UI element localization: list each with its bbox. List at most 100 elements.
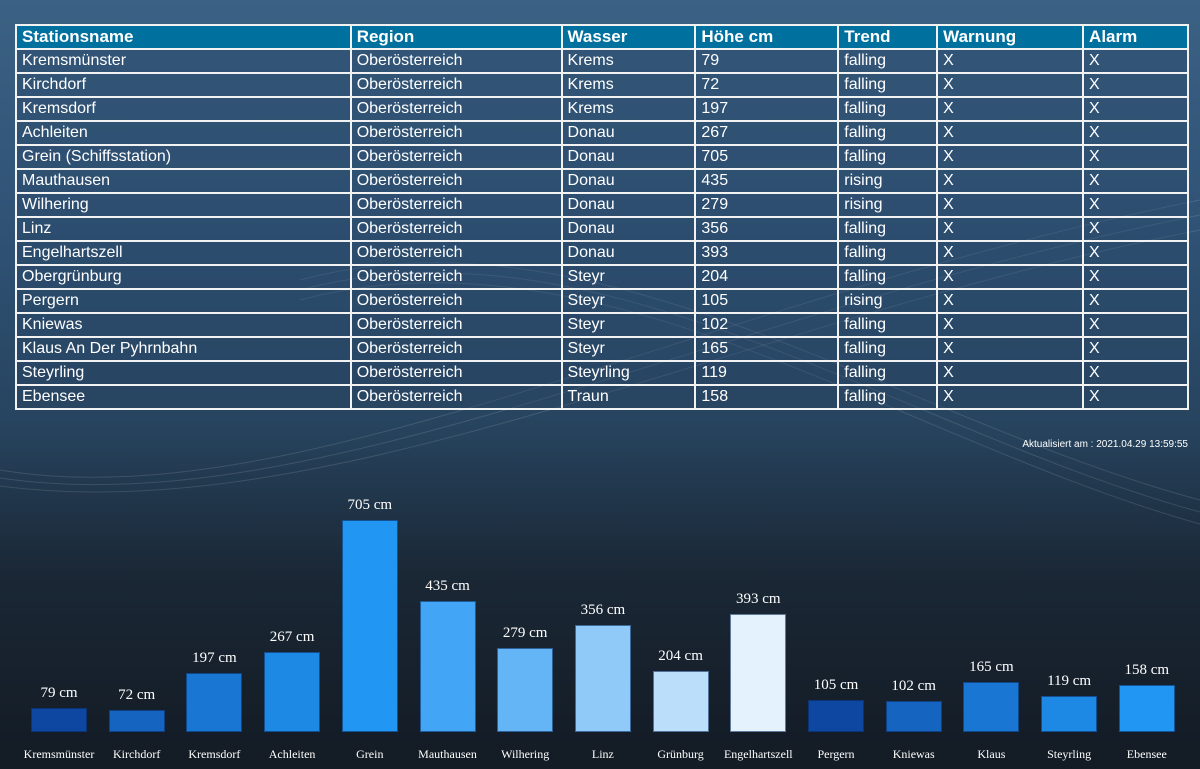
x-tick-label: Wilhering	[501, 747, 550, 761]
table-cell: rising	[837, 192, 939, 218]
table-cell: Pergern	[15, 288, 352, 314]
column-header: Trend	[837, 24, 939, 50]
table-cell: X	[936, 312, 1085, 338]
column-header: Wasser	[560, 24, 697, 50]
table-cell: Krems	[560, 72, 697, 98]
table-cell: X	[1082, 336, 1189, 362]
data-label: 158 cm	[1124, 661, 1170, 678]
table-cell: Kirchdorf	[15, 72, 352, 98]
table-cell: Achleiten	[15, 120, 352, 146]
table-cell: Oberösterreich	[349, 96, 563, 122]
data-label: 204 cm	[658, 647, 703, 664]
data-label: 105 cm	[813, 677, 859, 694]
data-label: 393 cm	[736, 590, 781, 607]
table-cell: Donau	[560, 144, 697, 170]
table-row: Kniewas Oberösterreich Steyr 102 falling X X	[15, 312, 1189, 338]
table-cell: Traun	[560, 384, 697, 410]
table-cell: X	[936, 120, 1085, 146]
table-cell: Oberösterreich	[349, 264, 563, 290]
table-cell: Steyr	[560, 336, 697, 362]
table-cell: falling	[837, 360, 939, 386]
table-cell: rising	[837, 288, 939, 314]
data-label: 705 cm	[347, 497, 393, 513]
table-cell: X	[936, 48, 1085, 74]
data-label: 119 cm	[1047, 673, 1092, 690]
table-cell: Steyrling	[560, 360, 697, 386]
table-cell: Oberösterreich	[349, 360, 563, 386]
table-row: Achleiten Oberösterreich Donau 267 falling X X	[15, 120, 1189, 146]
table-cell: Oberösterreich	[349, 168, 563, 194]
x-tick-label: Kremsdorf	[188, 747, 241, 761]
table-row: Engelhartszell Oberösterreich Donau 393 fall…	[15, 240, 1189, 266]
table-cell: 393	[694, 240, 840, 266]
table-cell: 102	[694, 312, 840, 338]
bar-5	[419, 601, 476, 732]
table-cell: X	[1082, 312, 1189, 338]
table-cell: X	[1082, 192, 1189, 218]
table-cell: X	[1082, 264, 1189, 290]
table-cell: X	[936, 168, 1085, 194]
table-row: Steyrling Oberösterreich Steyrling 119 falli…	[15, 360, 1189, 386]
table-row: Kremsmünster Oberösterreich Krems 79 falling…	[15, 48, 1189, 74]
table-cell: X	[1082, 168, 1189, 194]
water-level-chart: 79 cm Kremsmünster 72 cm Kirchdorf 197 cm Kre…	[0, 480, 1200, 769]
table-cell: Oberösterreich	[349, 120, 563, 146]
table-cell: 267	[694, 120, 840, 146]
table-cell: 197	[694, 96, 840, 122]
table-cell: 705	[694, 144, 840, 170]
table-cell: X	[1082, 96, 1189, 122]
table-cell: X	[936, 192, 1085, 218]
table-cell: 204	[694, 264, 840, 290]
table-row: Wilhering Oberösterreich Donau 279 rising X X	[15, 192, 1189, 218]
table-cell: Oberösterreich	[349, 312, 563, 338]
table-cell: X	[1082, 288, 1189, 314]
column-header: Region	[349, 24, 563, 50]
table-cell: falling	[837, 48, 939, 74]
bar-7	[574, 624, 631, 732]
table-row: Klaus An Der Pyhrnbahn Oberösterreich Stey…	[15, 336, 1189, 362]
table-cell: Oberösterreich	[349, 192, 563, 218]
x-tick-label: Kirchdorf	[113, 747, 161, 761]
table-cell: X	[936, 144, 1085, 170]
table-cell: Obergrünburg	[15, 264, 352, 290]
table-cell: X	[936, 264, 1085, 290]
column-header: Höhe cm	[694, 24, 840, 50]
table-cell: falling	[837, 312, 939, 338]
table-cell: X	[1082, 48, 1189, 74]
table-cell: X	[1082, 240, 1189, 266]
table-cell: falling	[837, 336, 939, 362]
table-cell: 356	[694, 216, 840, 242]
table-cell: Oberösterreich	[349, 240, 563, 266]
table-cell: falling	[837, 216, 939, 242]
table-cell: X	[1082, 72, 1189, 98]
data-label: 102 cm	[891, 678, 936, 695]
table-row: Pergern Oberösterreich Steyr 105 rising X X	[15, 288, 1189, 314]
bar-0	[31, 708, 87, 732]
table-cell: Donau	[560, 216, 697, 242]
table-cell: Oberösterreich	[349, 72, 563, 98]
table-row: Obergrünburg Oberösterreich Steyr 204 fallin…	[15, 264, 1189, 290]
x-tick-label: Grein	[356, 747, 384, 761]
table-row: Mauthausen Oberösterreich Donau 435 rising X X	[15, 168, 1189, 194]
column-header: Alarm	[1082, 24, 1189, 50]
table-row: Linz Oberösterreich Donau 356 falling X X	[15, 216, 1189, 242]
x-tick-label: Linz	[591, 747, 614, 761]
table-cell: X	[936, 240, 1085, 266]
table-cell: 72	[694, 72, 840, 98]
table-cell: Klaus An Der Pyhrnbahn	[15, 336, 352, 362]
table-cell: X	[1082, 144, 1189, 170]
table-cell: falling	[837, 144, 939, 170]
x-tick-label: Achleiten	[268, 747, 316, 761]
column-header: Stationsname	[15, 24, 352, 50]
bar-13	[1041, 696, 1098, 732]
table-cell: Ebensee	[15, 384, 352, 410]
bar-4	[341, 520, 398, 732]
table-cell: 279	[694, 192, 840, 218]
data-label: 267 cm	[269, 628, 315, 645]
bar-1	[108, 710, 165, 732]
table-cell: X	[936, 384, 1085, 410]
bar-2	[186, 672, 243, 732]
table-cell: X	[1082, 360, 1189, 386]
data-label: 165 cm	[969, 659, 1014, 676]
table-cell: Oberösterreich	[349, 288, 563, 314]
